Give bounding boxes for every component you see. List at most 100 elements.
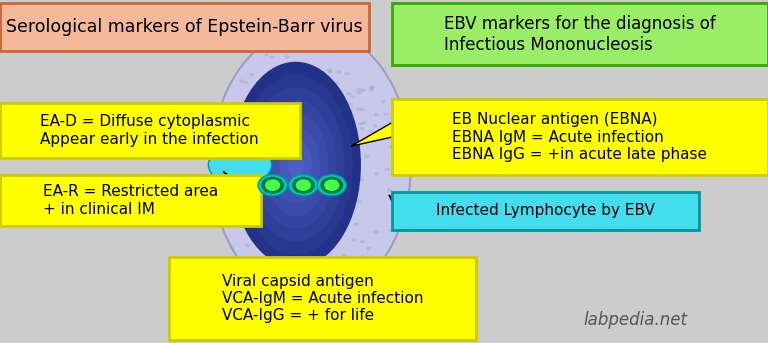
Ellipse shape (234, 106, 240, 109)
Polygon shape (246, 118, 292, 142)
Ellipse shape (227, 218, 233, 222)
Ellipse shape (319, 212, 325, 216)
Ellipse shape (356, 200, 361, 203)
Ellipse shape (360, 268, 366, 272)
Ellipse shape (390, 225, 396, 229)
Ellipse shape (366, 263, 372, 266)
Ellipse shape (317, 175, 346, 196)
Ellipse shape (258, 175, 287, 196)
Text: EB Nuclear antigen (EBNA)
EBNA IgM = Acute infection
EBNA IgG = +in acute late p: EB Nuclear antigen (EBNA) EBNA IgM = Acu… (452, 112, 707, 162)
Ellipse shape (356, 107, 361, 111)
Ellipse shape (303, 91, 308, 94)
Ellipse shape (260, 197, 265, 200)
Ellipse shape (320, 177, 343, 194)
FancyBboxPatch shape (169, 257, 476, 340)
Ellipse shape (357, 87, 362, 91)
Ellipse shape (323, 202, 329, 205)
Ellipse shape (359, 127, 365, 130)
Ellipse shape (222, 179, 227, 182)
Ellipse shape (302, 157, 307, 161)
Ellipse shape (359, 108, 365, 111)
Ellipse shape (312, 209, 317, 213)
Ellipse shape (359, 240, 365, 244)
Ellipse shape (244, 114, 250, 117)
Ellipse shape (364, 155, 369, 158)
Ellipse shape (237, 119, 242, 123)
Ellipse shape (270, 159, 275, 163)
Ellipse shape (297, 284, 303, 287)
Ellipse shape (263, 113, 329, 216)
Ellipse shape (221, 149, 227, 152)
Ellipse shape (301, 145, 306, 149)
Text: EBV markers for the diagnosis of
Infectious Mononucleosis: EBV markers for the diagnosis of Infecti… (444, 15, 716, 54)
Ellipse shape (326, 68, 332, 72)
Ellipse shape (372, 125, 378, 128)
Ellipse shape (369, 130, 374, 133)
Ellipse shape (349, 173, 355, 176)
Ellipse shape (329, 246, 335, 249)
Ellipse shape (328, 70, 333, 73)
Ellipse shape (236, 141, 241, 144)
Ellipse shape (304, 184, 310, 187)
Ellipse shape (285, 265, 290, 269)
Ellipse shape (208, 144, 272, 185)
Ellipse shape (284, 206, 290, 210)
Ellipse shape (394, 139, 399, 142)
Ellipse shape (287, 128, 293, 131)
Ellipse shape (276, 154, 282, 157)
Ellipse shape (240, 176, 246, 179)
Polygon shape (223, 172, 253, 208)
Ellipse shape (240, 169, 246, 173)
Ellipse shape (298, 232, 303, 235)
Ellipse shape (300, 238, 306, 241)
Ellipse shape (325, 265, 330, 269)
Ellipse shape (245, 117, 250, 120)
Ellipse shape (389, 145, 394, 148)
Ellipse shape (327, 185, 333, 188)
Ellipse shape (350, 95, 356, 98)
Ellipse shape (320, 96, 326, 99)
Ellipse shape (333, 216, 338, 220)
Ellipse shape (263, 53, 269, 56)
Ellipse shape (261, 177, 284, 194)
Polygon shape (389, 195, 399, 218)
Ellipse shape (385, 168, 390, 171)
Text: Infected Lymphocyte by EBV: Infected Lymphocyte by EBV (436, 203, 654, 218)
Ellipse shape (339, 187, 344, 190)
Ellipse shape (366, 247, 372, 250)
Ellipse shape (346, 92, 352, 95)
Ellipse shape (275, 49, 280, 52)
Ellipse shape (296, 131, 301, 134)
Ellipse shape (324, 125, 329, 129)
Ellipse shape (240, 118, 246, 121)
Ellipse shape (260, 155, 265, 158)
Ellipse shape (303, 278, 308, 282)
Ellipse shape (342, 190, 347, 193)
Ellipse shape (380, 100, 386, 104)
Ellipse shape (369, 85, 374, 88)
Ellipse shape (239, 161, 244, 165)
Ellipse shape (230, 62, 361, 268)
Ellipse shape (322, 184, 327, 188)
Text: labpedia.net: labpedia.net (584, 311, 687, 329)
Ellipse shape (369, 88, 374, 92)
Ellipse shape (359, 122, 364, 126)
Ellipse shape (269, 56, 274, 59)
FancyBboxPatch shape (392, 99, 768, 175)
Ellipse shape (271, 50, 276, 53)
Ellipse shape (344, 142, 349, 146)
Ellipse shape (258, 120, 263, 123)
Ellipse shape (277, 158, 283, 161)
Ellipse shape (324, 179, 339, 191)
Ellipse shape (224, 164, 230, 168)
Ellipse shape (276, 196, 282, 199)
Ellipse shape (352, 238, 357, 241)
Ellipse shape (309, 253, 314, 256)
Ellipse shape (339, 170, 345, 174)
Ellipse shape (300, 227, 305, 230)
Ellipse shape (345, 210, 350, 214)
Ellipse shape (269, 250, 274, 254)
Ellipse shape (243, 81, 249, 84)
Ellipse shape (240, 134, 246, 138)
Ellipse shape (260, 226, 266, 229)
